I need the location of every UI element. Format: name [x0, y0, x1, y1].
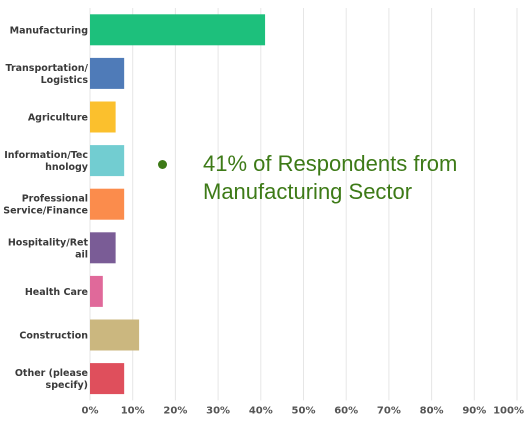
annotation-callout: 41% of Respondents from Manufacturing Se… — [158, 150, 488, 206]
x-tick-label-2: 20% — [163, 405, 187, 416]
x-tick-label-0: 0% — [82, 405, 99, 416]
bar-4 — [90, 188, 125, 220]
x-tick-label-6: 60% — [334, 405, 358, 416]
bar-1 — [90, 57, 125, 89]
category-label-3: Information/Tec hnology — [4, 150, 89, 173]
bar-2 — [90, 101, 116, 133]
category-label-4: Professional Service/Finance — [3, 194, 88, 217]
bar-8 — [90, 363, 125, 395]
category-label-5: Hospitality/Ret ail — [8, 237, 89, 260]
x-tick-label-9: 90% — [462, 405, 486, 416]
category-label-6: Health Care — [25, 287, 88, 298]
x-tick-label-5: 50% — [292, 405, 316, 416]
x-tick-label-3: 30% — [206, 405, 230, 416]
x-tick-label-10: 100% — [493, 405, 524, 416]
bar-3 — [90, 145, 125, 177]
bullet-icon — [158, 160, 167, 169]
category-label-8: Other (please specify) — [15, 368, 88, 391]
x-tick-label-4: 40% — [249, 405, 273, 416]
annotation-text: 41% of Respondents from Manufacturing Se… — [203, 151, 458, 204]
category-label-1: Transportation/Logistics — [6, 63, 89, 86]
bar-5 — [90, 232, 116, 264]
bar-7 — [90, 319, 140, 351]
bar-6 — [90, 275, 103, 307]
x-tick-label-7: 70% — [377, 405, 401, 416]
bar-0 — [90, 14, 266, 46]
category-label-2: Agriculture — [28, 113, 88, 124]
category-label-0: Manufacturing — [10, 25, 88, 36]
category-label-7: Construction — [19, 331, 88, 342]
x-tick-label-1: 10% — [121, 405, 145, 416]
x-tick-label-8: 80% — [420, 405, 444, 416]
